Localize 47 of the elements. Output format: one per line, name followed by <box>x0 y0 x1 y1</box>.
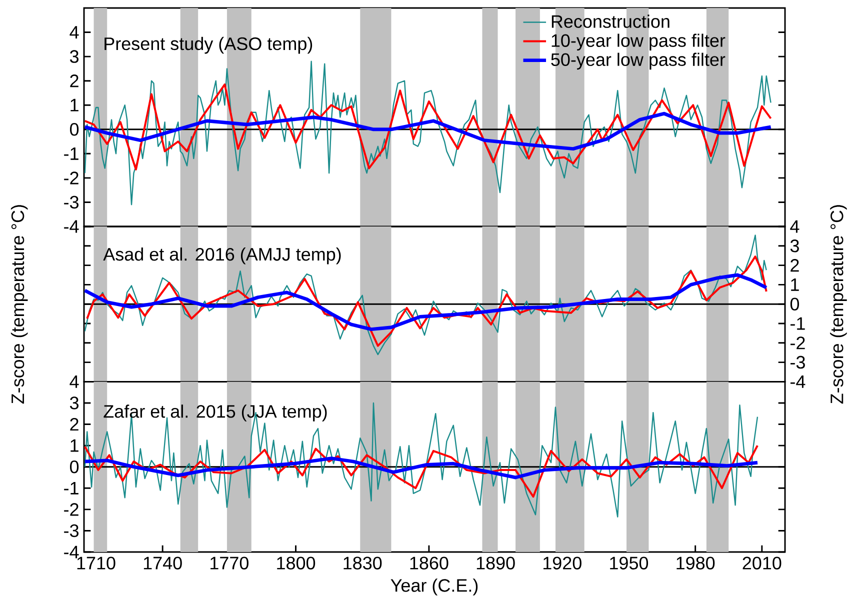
x-axis-title: Year (C.E.) <box>390 578 478 596</box>
x-tick-label: 1710 <box>77 556 116 570</box>
x-tick-label: 1950 <box>610 556 648 570</box>
legend-label: Reconstruction <box>552 14 670 28</box>
y-tick-label: -1 <box>64 482 78 494</box>
x-tick-label: 1740 <box>144 556 182 570</box>
x-tick-label: 1800 <box>277 556 316 570</box>
legend-label: 50-year low pass filter <box>551 52 726 70</box>
y-tick-label: 1 <box>70 98 78 112</box>
y-tick-label: 4 <box>70 26 79 38</box>
text: Present study (ASO temp) <box>104 36 312 54</box>
y-tick-label: -2 <box>64 503 78 516</box>
text: Asad et al. 2016 (AMJJ temp) <box>103 248 341 264</box>
y-tick-label: 3 <box>70 396 78 410</box>
legend-label: 10-year low pass filter <box>552 34 726 51</box>
y-tick-label: -1 <box>64 147 78 160</box>
y-tick-label: -3 <box>64 524 78 538</box>
y2-tick-label: 3 <box>790 240 799 252</box>
y-tick-label: -4 <box>64 546 79 558</box>
y-tick-label: -2 <box>64 172 78 184</box>
y2-tick-label: -1 <box>790 317 805 330</box>
y-tick-label: 1 <box>70 439 78 452</box>
y2-axis-title: Z-score (temperature °C) <box>830 205 847 404</box>
y-tick-label: -3 <box>64 196 78 209</box>
y2-tick-label: -3 <box>790 356 805 369</box>
y2-tick-label: -4 <box>790 376 806 388</box>
text: Zafar et al. 2015 (JJA temp) <box>104 404 327 422</box>
x-tick-label: 1920 <box>544 556 582 570</box>
x-tick-label: 1770 <box>210 556 248 570</box>
x-tick-label: 2010 <box>742 556 782 570</box>
y2-tick-label: 1 <box>791 278 799 291</box>
y-tick-label: 2 <box>70 418 78 431</box>
y2-tick-label: 0 <box>790 298 800 310</box>
y2-tick-label: -2 <box>790 336 805 350</box>
x-tick-label: 1890 <box>476 556 515 570</box>
y-tick-label: 0 <box>70 460 79 474</box>
x-tick-label: 1860 <box>410 556 448 570</box>
y-tick-label: 0 <box>70 123 79 136</box>
y2-tick-label: 2 <box>790 259 799 272</box>
y-tick-label: 2 <box>70 74 78 88</box>
y-tick-label: 4 <box>70 376 79 388</box>
y-tick-label: -4 <box>64 220 79 233</box>
x-tick-label: 1980 <box>676 556 715 570</box>
y-tick-label: 3 <box>70 50 78 63</box>
y2-tick-label: 4 <box>790 220 800 233</box>
y-axis-title: Z-score (temperature °C) <box>10 205 28 404</box>
x-tick-label: 1830 <box>344 556 382 570</box>
